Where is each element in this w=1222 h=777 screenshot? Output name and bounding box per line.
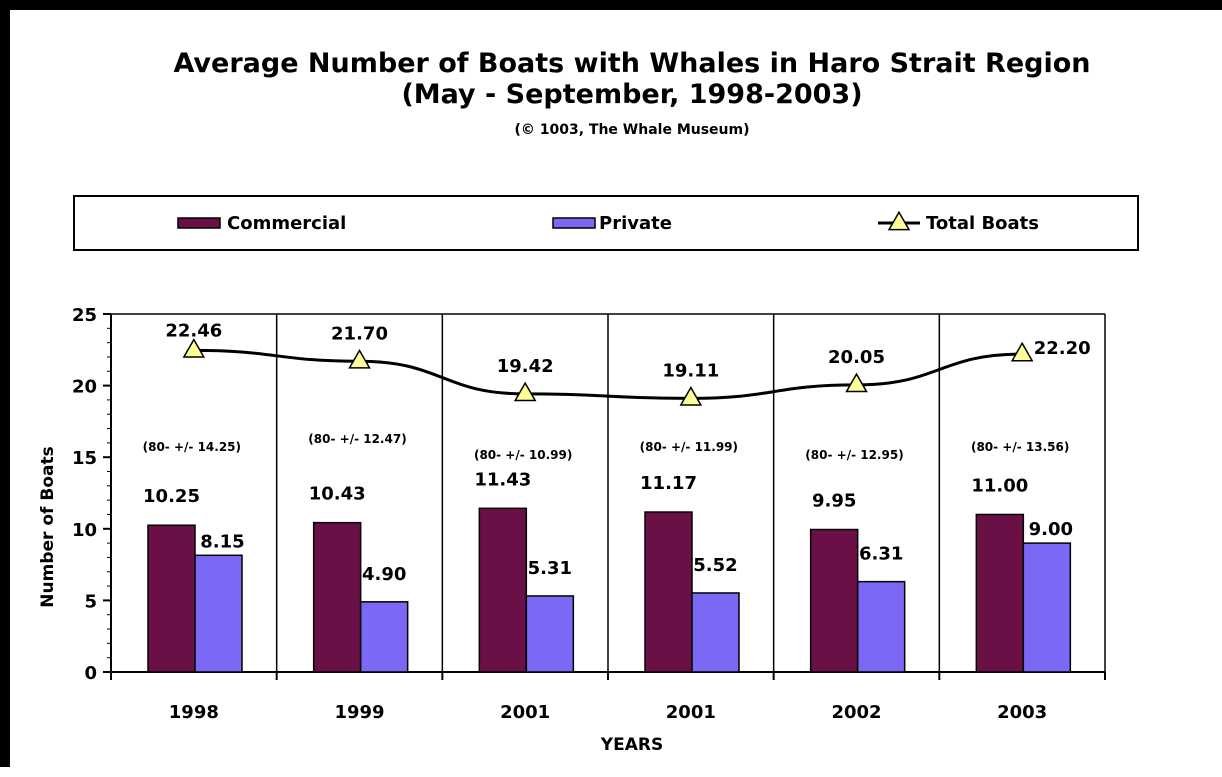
bar-commercial — [809, 528, 859, 673]
y-tick-label: 0 — [84, 663, 97, 684]
legend-label-commercial: Commercial — [227, 213, 346, 234]
x-tick-label: 1999 — [334, 702, 384, 723]
ci-annotation: (80- +/- 12.47) — [308, 432, 406, 446]
x-tick-label: 2001 — [666, 702, 716, 723]
marker-total-boats — [182, 338, 206, 358]
data-label-commercial: 9.95 — [812, 491, 856, 512]
chart-title-line-2: (May - September, 1998-2003) — [401, 79, 862, 110]
data-label-total-boats: 20.05 — [828, 347, 885, 368]
ci-annotation: (80- +/- 14.25) — [143, 440, 241, 454]
data-label-total-boats: 22.20 — [1034, 338, 1091, 359]
data-label-total-boats: 19.11 — [662, 360, 719, 381]
bar-commercial — [312, 521, 362, 673]
ci-annotation: (80- +/- 11.99) — [640, 440, 738, 454]
legend-swatch-commercial — [177, 217, 221, 229]
data-label-commercial: 10.43 — [309, 484, 366, 505]
x-tick-label: 2002 — [831, 702, 881, 723]
data-label-total-boats: 22.46 — [165, 320, 222, 341]
bar-commercial — [478, 507, 528, 673]
chart-title-line-1: Average Number of Boats with Whales in H… — [174, 48, 1091, 79]
x-axis-title: YEARS — [600, 735, 663, 755]
chart-subtitle: (© 1003, The Whale Museum) — [514, 122, 749, 138]
marker-total-boats — [513, 381, 537, 402]
ci-annotation: (80- +/- 10.99) — [474, 448, 572, 462]
legend-marker-total-boats — [887, 210, 911, 231]
legend: Commercial Private Total Boats — [73, 195, 1139, 251]
y-tick-label: 10 — [72, 520, 97, 541]
ci-annotation: (80- +/- 13.56) — [971, 440, 1069, 454]
data-label-private: 4.90 — [362, 564, 406, 585]
data-label-commercial: 11.17 — [640, 473, 697, 494]
y-tick-label: 15 — [72, 448, 97, 469]
data-label-total-boats: 19.42 — [497, 356, 554, 377]
y-tick-label: 20 — [72, 377, 97, 398]
data-label-private: 6.31 — [859, 544, 903, 565]
data-label-commercial: 11.43 — [474, 469, 531, 490]
y-tick-label: 25 — [72, 305, 97, 326]
bar-private — [691, 592, 740, 673]
y-tick-label: 5 — [84, 591, 97, 612]
marker-total-boats — [1010, 341, 1034, 362]
legend-label-private: Private — [599, 213, 672, 234]
legend-box — [73, 195, 1139, 251]
legend-label-total-boats: Total Boats — [926, 213, 1039, 234]
legend-swatch-private — [552, 217, 596, 229]
marker-total-boats — [679, 386, 703, 406]
bar-private — [525, 595, 575, 673]
data-label-private: 8.15 — [200, 531, 244, 552]
marker-total-boats — [845, 372, 868, 393]
bar-private — [194, 554, 243, 673]
x-tick-label: 2001 — [500, 702, 550, 723]
bar-commercial — [644, 511, 693, 673]
data-label-total-boats: 21.70 — [331, 323, 388, 344]
bar-private — [1022, 542, 1072, 673]
plot-area: 0 5 10 15 20 25 1998 1999 2001 2001 2002 2003 10.25 8… — [72, 305, 1106, 723]
data-label-private: 5.31 — [528, 558, 572, 579]
data-label-private: 9.00 — [1029, 519, 1073, 540]
chart-canvas: Average Number of Boats with Whales in H… — [38, 48, 1139, 755]
data-label-commercial: 10.25 — [143, 486, 200, 507]
line-total-boats — [193, 348, 1023, 400]
bar-commercial — [975, 513, 1025, 673]
x-tick-label: 2003 — [997, 702, 1047, 723]
bar-private — [856, 580, 906, 673]
data-label-private: 5.52 — [693, 555, 737, 576]
ci-annotation: (80- +/- 12.95) — [805, 448, 903, 462]
bar-private — [359, 601, 409, 673]
marker-total-boats — [348, 348, 371, 369]
bar-commercial — [147, 524, 196, 673]
x-tick-label: 1998 — [169, 702, 219, 723]
data-label-commercial: 11.00 — [971, 475, 1028, 496]
y-axis-title: Number of Boats — [38, 446, 58, 607]
